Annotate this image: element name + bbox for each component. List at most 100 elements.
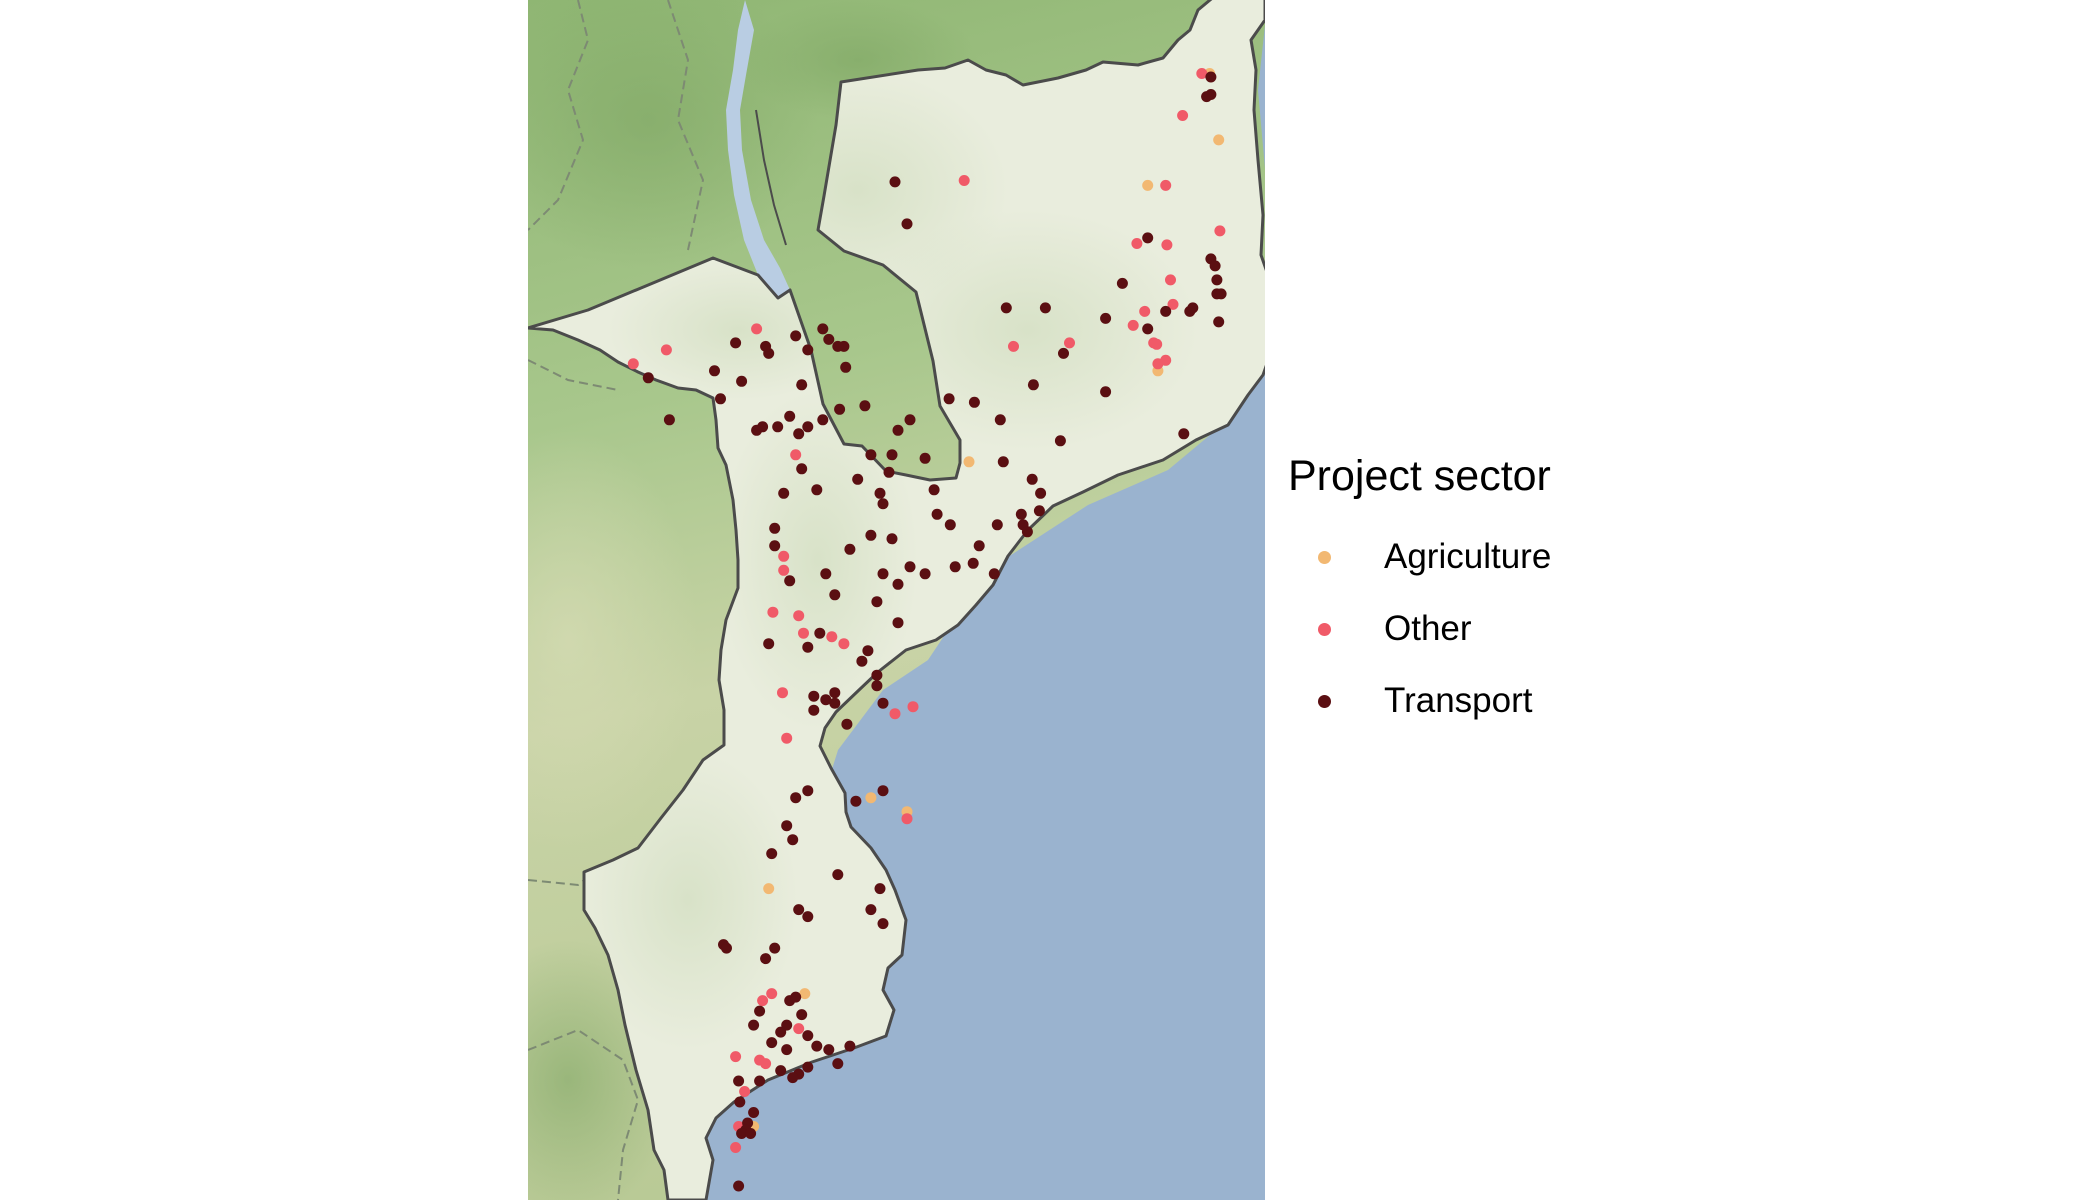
neighbour-border [528, 0, 590, 231]
project-point-transport [790, 792, 802, 804]
project-point-transport [832, 869, 844, 881]
country-relief [578, 70, 1198, 1050]
legend-item-other: Other [1288, 595, 1708, 667]
project-point-other [1165, 274, 1176, 286]
project-point-transport [769, 522, 781, 534]
legend-swatch-agriculture [1318, 551, 1331, 564]
project-point-transport [790, 330, 802, 342]
project-point-transport [871, 669, 883, 681]
project-point-transport [769, 942, 781, 954]
project-point-other [798, 627, 809, 639]
project-point-transport [1021, 526, 1033, 538]
project-point-other [766, 988, 778, 1000]
project-point-transport [811, 484, 823, 496]
project-point-transport [829, 589, 841, 601]
project-point-transport [877, 498, 889, 510]
project-point-transport [1205, 71, 1217, 83]
project-point-transport [829, 697, 841, 709]
project-point-transport [784, 575, 796, 587]
project-point-other [730, 1142, 742, 1153]
project-point-transport [967, 557, 979, 569]
legend-key [1288, 595, 1360, 667]
project-point-transport [808, 690, 820, 702]
project-point-other [1160, 179, 1172, 191]
project-point-transport [877, 785, 889, 797]
project-point-transport [1039, 302, 1051, 314]
project-point-other [1064, 337, 1075, 349]
mozambique-map[interactable] [528, 0, 1265, 1200]
neighbour-border [528, 1028, 640, 1200]
project-point-other [907, 701, 919, 713]
project-point-transport [968, 396, 980, 408]
project-point-transport [1213, 316, 1225, 328]
legend-swatch-other [1318, 623, 1331, 636]
project-point-transport [892, 617, 904, 629]
neighbour-border [528, 359, 619, 391]
project-point-transport [823, 333, 835, 345]
legend-item-agriculture: Agriculture [1288, 523, 1708, 595]
project-point-transport [862, 645, 874, 657]
project-point-transport [802, 911, 814, 923]
project-point-transport [763, 638, 775, 650]
project-point-other [760, 1058, 772, 1070]
project-point-other [1161, 239, 1173, 251]
project-point-other [793, 1023, 805, 1035]
project-point-transport [883, 466, 895, 478]
project-point-transport [889, 176, 901, 188]
project-point-other [901, 813, 913, 825]
project-point-transport [781, 820, 793, 832]
project-point-transport [931, 508, 943, 520]
project-point-transport [904, 414, 916, 426]
project-point-transport [877, 568, 889, 580]
project-point-transport [736, 375, 748, 387]
project-point-other [1167, 298, 1179, 310]
project-point-transport [1142, 323, 1154, 335]
project-point-transport [886, 533, 898, 545]
project-point-transport [793, 428, 805, 440]
map-panel[interactable] [528, 0, 1265, 1200]
legend-swatch-transport [1318, 695, 1331, 708]
project-point-transport [877, 918, 889, 930]
legend-key [1288, 667, 1360, 739]
project-point-transport [733, 1180, 745, 1192]
project-point-transport [844, 1040, 856, 1052]
project-point-transport [733, 1075, 745, 1087]
project-point-transport [796, 379, 808, 391]
project-point-agriculture [763, 883, 775, 895]
project-point-other [757, 995, 769, 1007]
project-point-transport [892, 578, 904, 590]
project-point-other [838, 638, 850, 650]
project-point-other [1131, 238, 1143, 249]
project-point-transport [802, 1030, 814, 1042]
project-point-transport [721, 942, 732, 954]
project-point-other [739, 1086, 751, 1097]
project-point-transport [832, 1058, 844, 1070]
project-point-transport [820, 694, 832, 706]
project-point-transport [787, 1072, 799, 1084]
project-point-transport [808, 704, 820, 716]
project-point-other [958, 175, 970, 186]
project-point-transport [844, 543, 856, 555]
project-point-transport [840, 361, 852, 373]
project-point-other [790, 449, 802, 461]
project-point-transport [775, 1065, 787, 1077]
project-point-transport [1054, 435, 1066, 447]
project-point-transport [766, 1037, 778, 1049]
project-point-transport [829, 687, 841, 699]
project-point-transport [802, 641, 814, 653]
project-point-agriculture [865, 792, 877, 804]
project-point-transport [919, 452, 931, 464]
project-point-transport [766, 848, 778, 860]
legend-key [1288, 523, 1360, 595]
project-point-transport [760, 953, 772, 965]
project-point-transport [850, 795, 862, 807]
project-point-other [826, 631, 838, 643]
project-point-transport [778, 487, 790, 499]
project-point-transport [814, 627, 826, 639]
project-point-transport [802, 785, 814, 797]
project-point-transport [787, 834, 799, 846]
project-point-transport [852, 473, 864, 485]
project-point-transport [904, 561, 916, 573]
project-point-transport [642, 372, 654, 384]
project-point-transport [793, 904, 805, 916]
